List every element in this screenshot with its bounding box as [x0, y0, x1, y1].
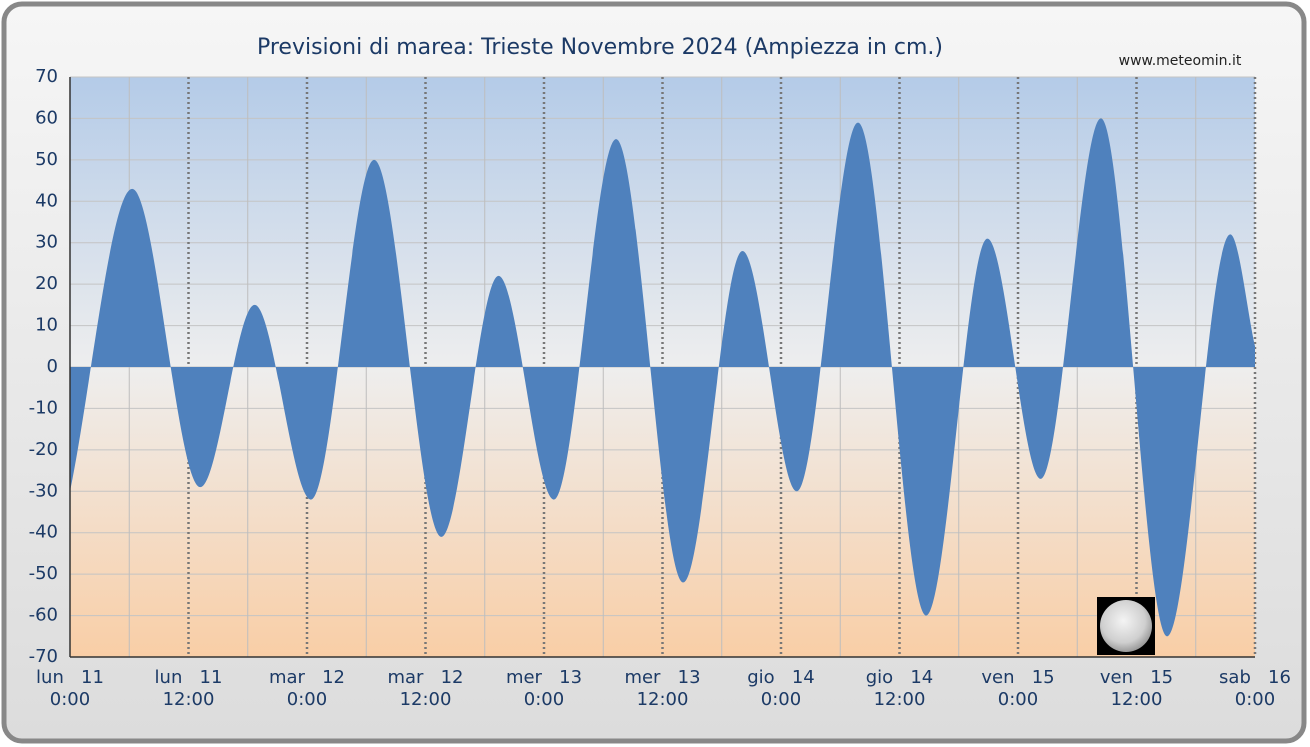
chart-title: Previsioni di marea: Trieste Novembre 20…	[257, 35, 943, 60]
tide-area	[70, 118, 1255, 637]
x-tick-label: 0:00	[998, 689, 1038, 710]
y-tick-label: 20	[35, 273, 58, 294]
x-tick-label: gio 14	[866, 667, 934, 688]
y-tick-label: 40	[35, 190, 58, 211]
x-tick-label: ven 15	[1100, 667, 1173, 688]
x-tick-label: mar 12	[387, 667, 463, 688]
x-tick-label: mer 13	[506, 667, 582, 688]
x-tick-label: 12:00	[874, 689, 926, 710]
y-tick-label: 10	[35, 315, 58, 336]
x-tick-label: sab 16	[1219, 667, 1291, 688]
x-tick-label: 0:00	[761, 689, 801, 710]
x-tick-label: 0:00	[524, 689, 564, 710]
y-tick-label: 0	[47, 356, 58, 377]
y-tick-label: 60	[35, 107, 58, 128]
x-tick-label: mer 13	[624, 667, 700, 688]
x-tick-label: lun 11	[155, 667, 223, 688]
y-tick-label: -50	[29, 563, 58, 584]
x-tick-label: 0:00	[1235, 689, 1275, 710]
y-tick-label: -20	[29, 439, 58, 460]
x-tick-label: ven 15	[981, 667, 1054, 688]
y-tick-label: -70	[29, 646, 58, 667]
y-tick-label: -30	[29, 480, 58, 501]
y-tick-label: 30	[35, 232, 58, 253]
x-tick-label: 12:00	[1111, 689, 1163, 710]
source: www.meteomin.it	[1119, 53, 1242, 69]
x-tick-label: mar 12	[269, 667, 345, 688]
y-tick-label: 50	[35, 149, 58, 170]
x-tick-label: lun 11	[36, 667, 104, 688]
x-tick-label: 12:00	[400, 689, 452, 710]
x-tick-label: 12:00	[637, 689, 689, 710]
x-tick-label: 0:00	[287, 689, 327, 710]
x-tick-label: 12:00	[163, 689, 215, 710]
moon	[1100, 600, 1152, 652]
y-tick-label: -10	[29, 397, 58, 418]
y-tick-label: 70	[35, 66, 58, 87]
x-tick-label: gio 14	[747, 667, 815, 688]
y-tick-label: -40	[29, 522, 58, 543]
x-tick-label: 0:00	[50, 689, 90, 710]
y-tick-label: -60	[29, 605, 58, 626]
